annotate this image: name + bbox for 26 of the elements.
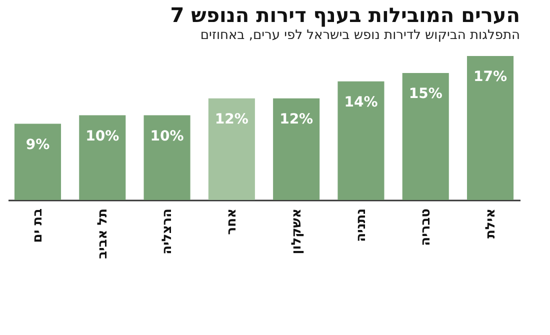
x-tick-label: בת ים — [30, 208, 46, 243]
x-tick-label: הרצליה — [160, 208, 176, 254]
x-tick-label: אשקלון — [289, 208, 304, 254]
bar — [144, 115, 190, 200]
data-label: 10% — [150, 128, 184, 144]
x-tick-label: טבריה — [418, 208, 434, 246]
bar — [273, 98, 320, 200]
bar — [208, 98, 255, 200]
chart-title: 7 הערים המובילות בענף דירות הנופש — [170, 3, 520, 27]
x-tick-label: תל אביב — [95, 208, 110, 259]
data-label: 9% — [26, 136, 50, 153]
x-tick-label: נתניה — [354, 208, 369, 242]
data-label: 15% — [408, 86, 442, 102]
bar — [402, 72, 449, 200]
bar — [338, 81, 384, 200]
data-label: 12% — [280, 111, 314, 128]
x-tick-label: אילת — [483, 208, 498, 239]
data-label: 12% — [214, 111, 248, 128]
bar — [79, 115, 126, 200]
x-tick-label: אחר — [224, 208, 240, 235]
data-label: 14% — [344, 94, 378, 110]
bar — [466, 56, 514, 200]
data-label: 17% — [474, 69, 508, 85]
data-label: 10% — [86, 128, 120, 144]
chart-subtitle: התפלגות הביקוש לדירות נופש בישראל לפי ערים, באחוזים — [200, 28, 520, 43]
bar — [14, 124, 62, 200]
